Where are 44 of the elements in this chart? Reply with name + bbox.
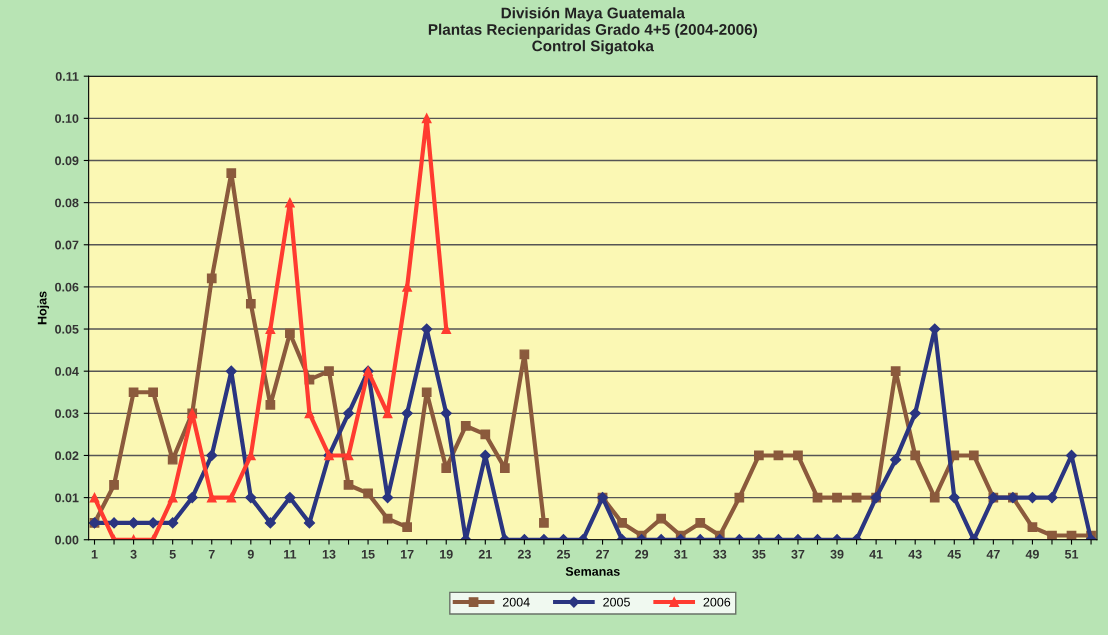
y-axis-title: Hojas bbox=[37, 291, 50, 325]
y-tick-label: 0.03 bbox=[55, 409, 79, 418]
y-tick-label: 0.06 bbox=[55, 282, 79, 292]
y-tick-label: 0.00 bbox=[55, 535, 79, 545]
x-tick-label: 35 bbox=[752, 549, 766, 559]
x-tick-label: 31 bbox=[674, 549, 688, 559]
x-tick-label: 43 bbox=[908, 549, 922, 559]
x-tick-label: 7 bbox=[208, 549, 215, 559]
legend-label: 2006 bbox=[703, 597, 731, 607]
y-tick-label: 0.01 bbox=[55, 493, 79, 503]
x-tick-label: 41 bbox=[869, 549, 883, 559]
x-tick-label: 51 bbox=[1064, 549, 1079, 559]
legend-label: 2004 bbox=[502, 597, 530, 607]
y-tick-label: 0.08 bbox=[55, 198, 79, 208]
x-tick-label: 37 bbox=[791, 549, 805, 559]
x-tick-label: 29 bbox=[635, 549, 649, 559]
x-tick-label: 17 bbox=[400, 549, 414, 559]
y-tick-label: 0.04 bbox=[55, 366, 79, 376]
x-tick-label: 19 bbox=[440, 549, 453, 559]
y-tick-label: 0.05 bbox=[55, 324, 79, 334]
y-tick-label: 0.07 bbox=[55, 240, 79, 250]
x-axis-title: Semanas bbox=[565, 567, 620, 576]
legend-label: 2005 bbox=[603, 597, 630, 607]
x-tick-label: 23 bbox=[517, 549, 531, 559]
y-tick-label: 0.09 bbox=[55, 156, 79, 166]
x-tick-label: 13 bbox=[322, 549, 336, 559]
x-tick-label: 15 bbox=[361, 549, 375, 559]
x-tick-label: 11 bbox=[284, 549, 297, 559]
x-tick-label: 45 bbox=[947, 549, 961, 559]
x-tick-label: 21 bbox=[478, 549, 492, 559]
x-tick-label: 47 bbox=[986, 549, 1000, 559]
x-tick-label: 1 bbox=[91, 549, 98, 559]
chart-title: División Maya Guatemala Plantas Recienparidas Grado 4+5 (2004-2006) Control Sigatoka bbox=[428, 7, 757, 55]
x-tick-label: 25 bbox=[556, 549, 571, 559]
x-tick-label: 49 bbox=[1025, 549, 1039, 559]
x-tick-label: 9 bbox=[247, 549, 254, 559]
x-tick-label: 27 bbox=[596, 549, 609, 559]
x-tick-label: 33 bbox=[713, 549, 727, 559]
x-tick-label: 3 bbox=[130, 549, 137, 559]
y-tick-label: 0.11 bbox=[55, 72, 79, 81]
x-tick-label: 39 bbox=[830, 549, 844, 559]
y-tick-label: 0.10 bbox=[55, 114, 79, 123]
x-tick-label: 5 bbox=[169, 549, 176, 559]
y-tick-label: 0.02 bbox=[55, 451, 79, 461]
